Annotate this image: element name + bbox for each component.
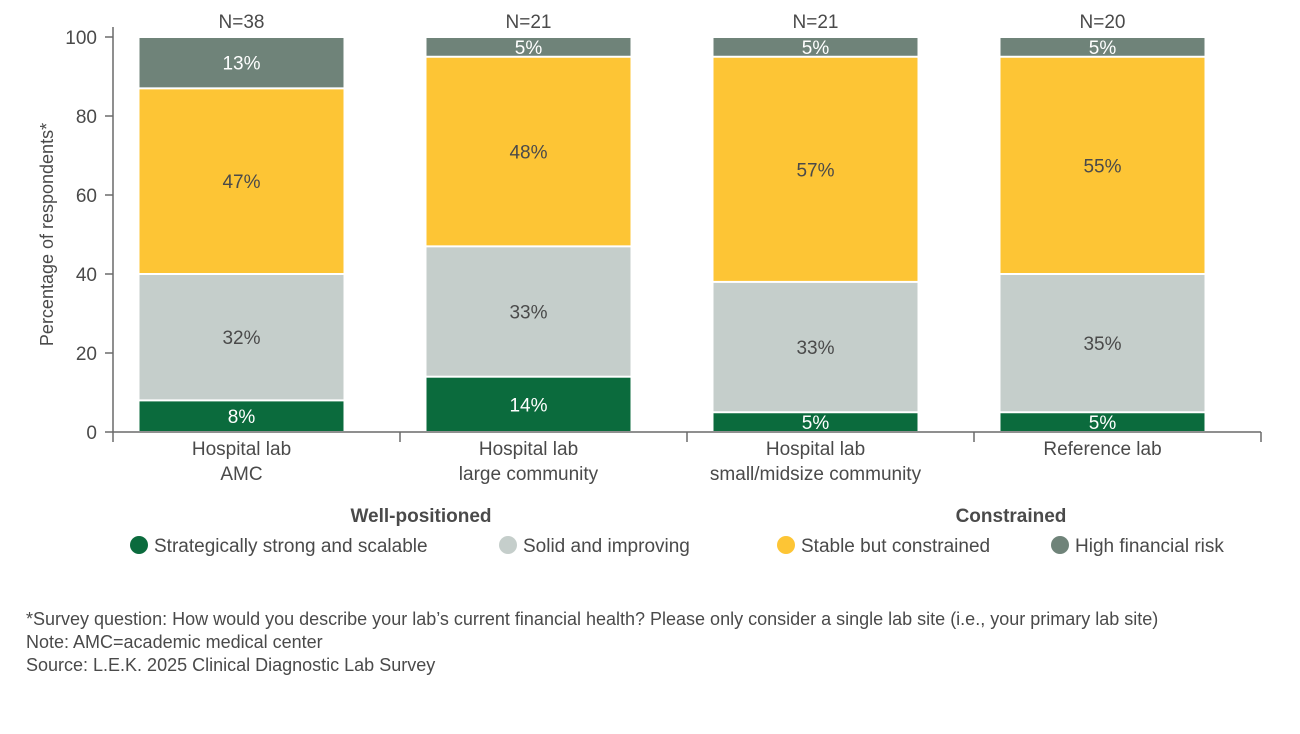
y-tick-label: 20 bbox=[76, 344, 97, 365]
bar-segment bbox=[1000, 57, 1205, 273]
y-tick-label: 0 bbox=[86, 423, 97, 444]
legend-label: Strategically strong and scalable bbox=[154, 536, 428, 557]
x-tick-label: large community bbox=[459, 464, 599, 485]
data-label: 33% bbox=[796, 338, 834, 359]
data-label: 5% bbox=[1089, 38, 1117, 59]
data-label: 32% bbox=[222, 328, 260, 349]
bar-segment bbox=[426, 57, 631, 246]
data-label: 5% bbox=[515, 38, 543, 59]
data-label: 57% bbox=[796, 160, 834, 181]
data-label: 8% bbox=[228, 407, 256, 428]
abbreviation-note: Note: AMC=academic medical center bbox=[26, 632, 323, 652]
legend-label: High financial risk bbox=[1075, 536, 1224, 557]
bar-segment bbox=[426, 247, 631, 376]
bar-segment bbox=[139, 275, 344, 400]
bar-segment bbox=[1000, 38, 1205, 56]
y-tick-label: 80 bbox=[76, 107, 97, 128]
data-label: 47% bbox=[222, 172, 260, 193]
legend-swatch bbox=[130, 536, 148, 554]
footnotes: *Survey question: How would you describe… bbox=[26, 608, 1266, 677]
legend-label: Solid and improving bbox=[523, 536, 690, 557]
data-label: 33% bbox=[509, 303, 547, 324]
x-tick-label: Reference lab bbox=[1043, 439, 1161, 460]
bar-segment bbox=[713, 57, 918, 281]
source-note: Source: L.E.K. 2025 Clinical Diagnostic … bbox=[26, 655, 436, 675]
legend-swatch bbox=[1051, 536, 1069, 554]
legend-group-title: Well-positioned bbox=[350, 506, 491, 527]
x-tick-label: small/midsize community bbox=[710, 464, 922, 485]
y-tick-label: 100 bbox=[65, 28, 97, 49]
bar-segment bbox=[1000, 275, 1205, 412]
bar-segment bbox=[426, 377, 631, 431]
x-tick-label: AMC bbox=[220, 464, 262, 485]
data-label: 5% bbox=[802, 413, 830, 434]
legend-group-title: Constrained bbox=[956, 506, 1067, 527]
data-label: 55% bbox=[1083, 156, 1121, 177]
y-tick-label: 40 bbox=[76, 265, 97, 286]
x-tick-label: Hospital lab bbox=[479, 439, 578, 460]
data-label: 48% bbox=[509, 143, 547, 164]
y-tick-label: 60 bbox=[76, 186, 97, 207]
sample-size-label: N=20 bbox=[1080, 12, 1126, 33]
bar-segment bbox=[139, 401, 344, 431]
sample-size-label: N=38 bbox=[219, 12, 265, 33]
bar-segment bbox=[1000, 413, 1205, 431]
data-label: 35% bbox=[1083, 334, 1121, 355]
bar-segment bbox=[139, 89, 344, 273]
x-tick-label: Hospital lab bbox=[192, 439, 291, 460]
sample-size-label: N=21 bbox=[793, 12, 839, 33]
legend-swatch bbox=[499, 536, 517, 554]
bar-segment bbox=[713, 413, 918, 431]
x-tick-label: Hospital lab bbox=[766, 439, 865, 460]
data-label: 13% bbox=[222, 54, 260, 75]
y-axis-title: Percentage of respondents* bbox=[37, 123, 57, 346]
bar-segment bbox=[426, 38, 631, 56]
bar-segment bbox=[713, 282, 918, 412]
bar-segment bbox=[139, 38, 344, 88]
data-label: 14% bbox=[509, 395, 547, 416]
data-label: 5% bbox=[802, 38, 830, 59]
legend-swatch bbox=[777, 536, 795, 554]
sample-size-label: N=21 bbox=[506, 12, 552, 33]
bar-segment bbox=[713, 38, 918, 56]
data-label: 5% bbox=[1089, 413, 1117, 434]
survey-question-note: *Survey question: How would you describe… bbox=[26, 609, 1159, 629]
legend-label: Stable but constrained bbox=[801, 536, 990, 557]
